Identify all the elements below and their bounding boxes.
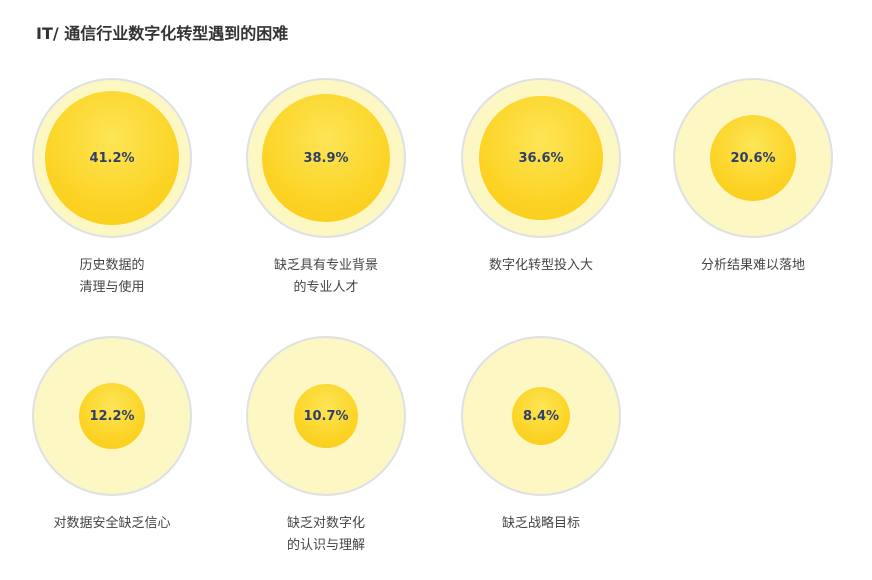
- bubble-outer-ring: [673, 78, 833, 238]
- value-label: 41.2%: [89, 150, 135, 166]
- category-label: 分析结果难以落地: [700, 258, 805, 273]
- value-label: 8.4%: [522, 408, 560, 424]
- category-label: 缺乏战略目标: [501, 516, 580, 531]
- value-label: 36.6%: [518, 150, 564, 166]
- value-bubble: [479, 96, 603, 220]
- category-label: 数字化转型投入大: [488, 258, 593, 273]
- value-label: 38.9%: [303, 150, 349, 166]
- value-bubble: [294, 384, 358, 448]
- category-label: 历史数据的 清理与使用: [79, 258, 145, 295]
- value-bubble: [78, 382, 146, 450]
- category-label: 对数据安全缺乏信心: [53, 516, 171, 531]
- value-bubble: [709, 114, 797, 202]
- category-label: 缺乏对数字化 的认识与理解: [286, 516, 365, 553]
- value-label: 10.7%: [303, 408, 349, 424]
- category-label: 缺乏具有专业背景 的专业人才: [273, 258, 378, 295]
- value-bubble: [512, 387, 570, 445]
- chart-title: IT/ 通信行业数字化转型遇到的困难: [36, 24, 289, 43]
- value-bubble: [261, 93, 391, 223]
- value-label: 12.2%: [89, 408, 135, 424]
- value-bubble: [45, 91, 179, 225]
- value-label: 20.6%: [730, 150, 776, 166]
